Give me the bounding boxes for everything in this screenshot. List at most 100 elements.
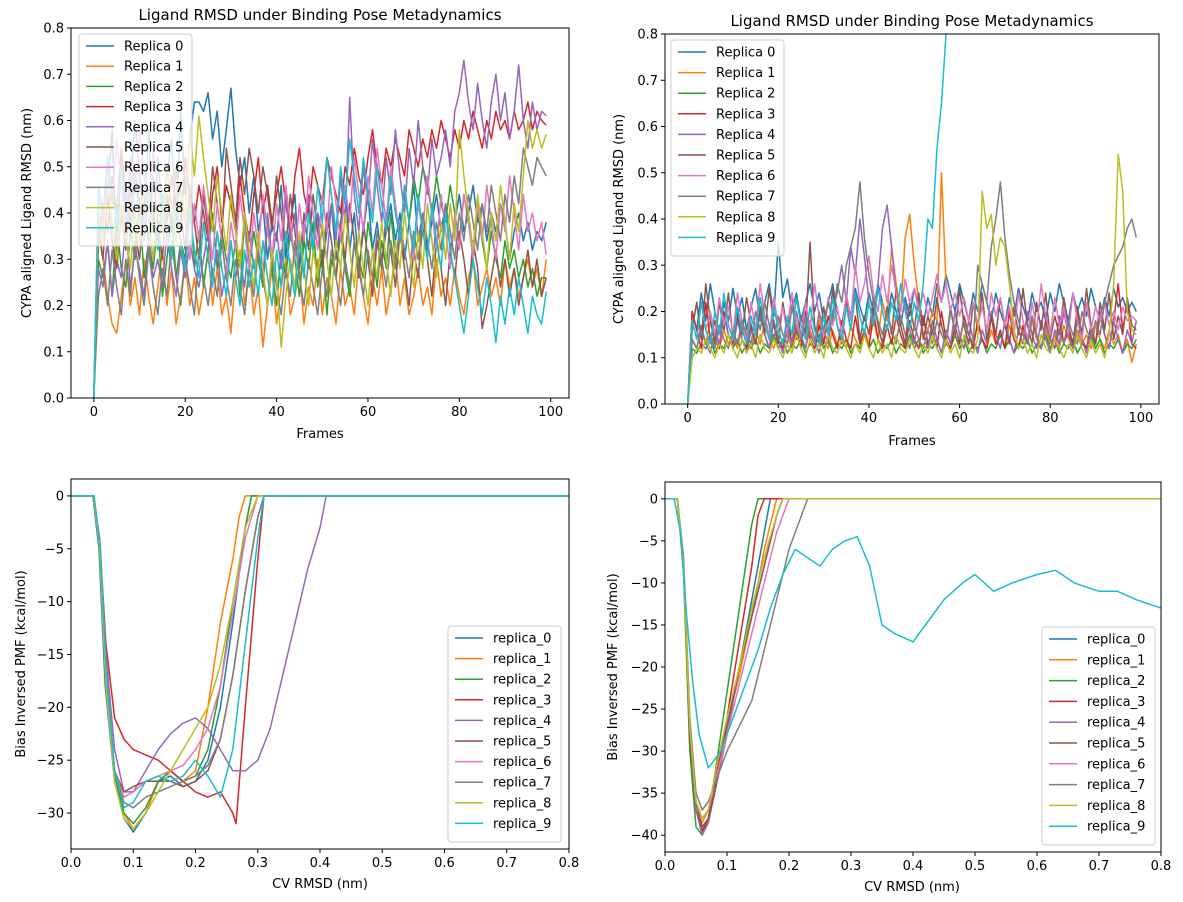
x-tick-label: 0.1 [123,856,144,871]
series-line-9 [665,498,1161,769]
legend-label: Replica 6 [124,161,183,176]
legend-label: replica_2 [1087,674,1145,689]
legend: replica_0 replica_1 replica_2 replica_3repl… [447,625,562,843]
y-tick-label: 0.5 [637,166,658,181]
y-tick-label: −10 [631,576,658,591]
legend-label: Replica 3 [716,107,775,122]
axis-ticks: 0.0 0.1 0.2 0.3 0.4 0.5 0.6 0.7 0.8 −30 −25 −20 −15 −… [37,489,580,871]
y-tick-label: 0.7 [43,68,64,83]
legend-label: replica_8 [493,796,551,811]
y-tick-label: 0.6 [43,114,64,129]
legend: Replica 0 Replica 1 Replica 2 Replica 3 Repl… [78,33,193,247]
panel-bottom-left-pmf: 0.0 0.1 0.2 0.3 0.4 0.5 0.6 0.7 0.8 −30 −25 −20 −15 −… [14,478,580,892]
series-line-2 [686,333,1137,404]
y-tick-label: −5 [45,542,64,557]
legend-label: replica_0 [493,632,551,647]
x-tick-label: 40 [268,405,285,420]
legend-label: replica_8 [1087,799,1145,814]
x-tick-label: 60 [360,405,377,420]
y-axis-label: CYPA aligned Ligand RMSD (nm) [612,114,627,324]
x-tick-label: 0.6 [434,856,455,871]
y-tick-label: 0.6 [637,120,658,135]
x-tick-label: 80 [1042,411,1059,426]
axis-ticks: 0.0 0.1 0.2 0.3 0.4 0.5 0.6 0.7 0.8 −40 −35 −30 −25 −… [631,492,1172,874]
legend-label: Replica 2 [124,80,183,95]
x-tick-label: 0 [684,411,692,426]
y-tick-label: 0.8 [637,28,658,43]
series-line-9 [686,34,947,404]
x-tick-label: 0.8 [1151,859,1172,874]
x-axis-label: CV RMSD (nm) [272,877,368,892]
legend-label: Replica 9 [124,221,183,236]
legend-label: replica_6 [493,755,551,770]
x-tick-label: 100 [1128,411,1153,426]
x-tick-label: 80 [451,405,468,420]
y-tick-label: 0.4 [43,207,64,222]
x-tick-label: 20 [770,411,787,426]
legend-label: Replica 7 [716,190,775,205]
legend-label: Replica 3 [124,100,183,115]
legend-label: replica_6 [1087,757,1145,772]
y-tick-label: 0.8 [43,22,64,37]
y-tick-label: 0.0 [637,398,658,413]
axis-ticks: 0 20 40 60 80 100 0.0 0.1 0.2 0.3 0.4 0.5 0.6 0.7 0.8 [637,28,1153,427]
legend-label: Replica 1 [124,60,183,75]
y-tick-label: −15 [631,618,658,633]
y-tick-label: −20 [37,701,64,716]
x-tick-label: 0.4 [903,859,924,874]
y-axis-label: CYPA aligned Ligand RMSD (nm) [20,108,35,318]
y-tick-label: 0.7 [637,74,658,89]
legend-label: Replica 0 [124,40,183,55]
chart-title: Ligand RMSD under Binding Pose Metadynam… [730,12,1093,30]
legend-label: replica_9 [493,817,551,832]
y-tick-label: 0.1 [637,351,658,366]
legend-label: replica_7 [1087,778,1145,793]
legend-label: replica_1 [493,652,551,667]
plot-area [71,495,569,833]
series-line-3 [71,495,569,825]
legend-label: Replica 8 [124,201,183,216]
series-line-6 [686,255,1137,404]
legend-label: replica_4 [493,714,551,729]
y-tick-label: 0.4 [637,213,658,228]
legend-label: replica_5 [1087,737,1145,752]
series-line-8 [71,495,569,830]
y-tick-label: 0.3 [43,253,64,268]
y-tick-label: 0.2 [637,305,658,320]
y-tick-label: 0.5 [43,160,64,175]
legend-box [447,625,562,843]
legend-label: replica_1 [1087,653,1145,668]
series-line-8 [665,498,1161,820]
x-tick-label: 0.3 [841,859,862,874]
x-tick-label: 60 [951,411,968,426]
plot-area [665,498,1161,836]
x-tick-label: 0.3 [247,856,268,871]
legend-box [1041,626,1156,846]
x-tick-label: 0.7 [1089,859,1110,874]
y-tick-label: −10 [37,595,64,610]
y-tick-label: −15 [37,648,64,663]
x-tick-label: 40 [861,411,878,426]
legend-label: Replica 5 [124,141,183,156]
x-tick-label: 100 [538,405,563,420]
y-tick-label: −40 [631,829,658,844]
y-tick-label: −5 [639,534,658,549]
x-tick-label: 0.7 [496,856,517,871]
panel-top-right-rmsd: Ligand RMSD under Binding Pose Metadynam… [612,12,1160,449]
y-tick-label: 0.0 [43,392,64,407]
legend-label: Replica 8 [716,210,775,225]
legend-label: Replica 9 [716,231,775,246]
legend-label: replica_3 [1087,695,1145,710]
legend-box [670,39,785,257]
chart-title: Ligand RMSD under Binding Pose Metadynam… [138,6,501,24]
legend: Replica 0 Replica 1 Replica 2 Replica 3 Repl… [670,39,785,257]
legend-label: replica_3 [493,693,551,708]
x-tick-label: 0.0 [655,859,676,874]
legend-label: Replica 7 [124,181,183,196]
plot-area [686,34,1138,404]
x-tick-label: 20 [177,405,194,420]
x-axis-label: Frames [888,434,936,449]
y-tick-label: −25 [37,754,64,769]
panel-top-left-rmsd: Ligand RMSD under Binding Pose Metadynam… [20,6,570,442]
